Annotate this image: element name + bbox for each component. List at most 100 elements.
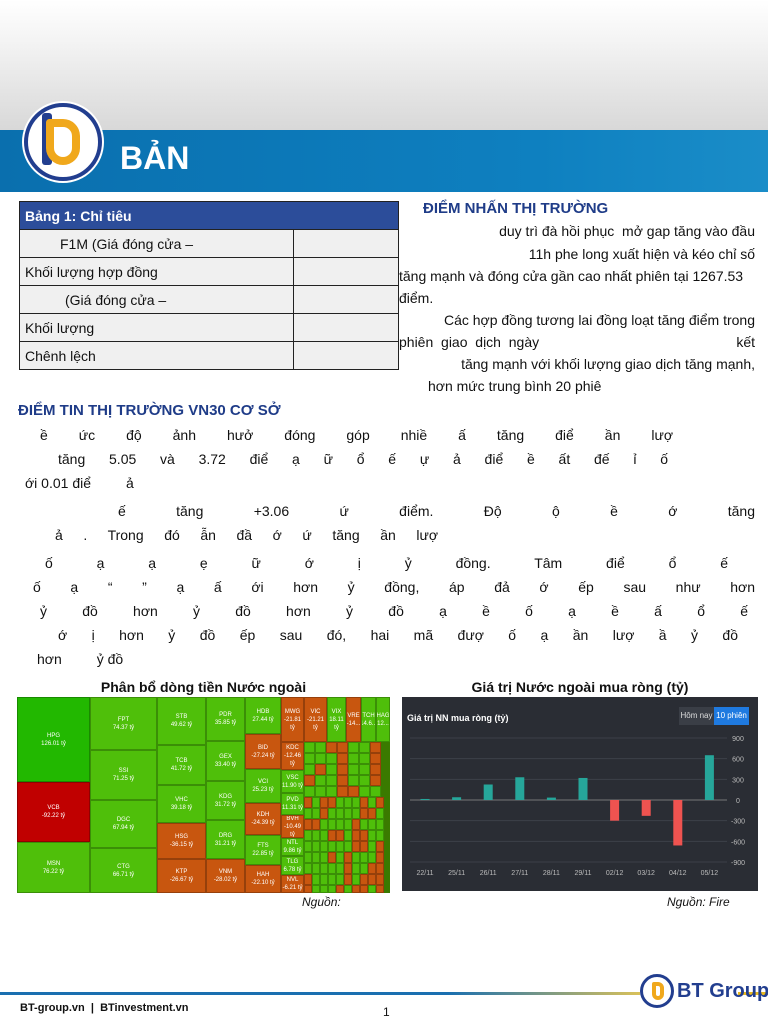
x-tick-label: 02/12 [606, 870, 624, 877]
treemap-small-tile [312, 885, 320, 893]
tab-hom-nay[interactable]: Hôm nay [679, 707, 714, 725]
treemap-small-tile [348, 742, 359, 753]
treemap-small-tile [304, 830, 312, 841]
footer-links[interactable]: BT-group.vn | BTinvestment.vn [20, 1002, 189, 1014]
treemap-small-tile [312, 819, 320, 830]
treemap-small-tile [312, 874, 320, 885]
treemap-small-tile [344, 874, 352, 885]
treemap-small-tile [336, 797, 344, 808]
table-cell: Chênh lệch [19, 341, 294, 370]
treemap-small-tile [337, 742, 348, 753]
bar-04/12 [673, 800, 683, 846]
treemap-small-tile [320, 808, 328, 819]
treemap-tile-ctg: CTG 66.71 tỷ [90, 848, 157, 893]
treemap-small-tile [336, 852, 344, 863]
treemap-small-tile [320, 852, 328, 863]
treemap-small-tile [359, 775, 370, 786]
treemap-small-tile [376, 841, 384, 852]
treemap-small-tile [376, 819, 384, 830]
treemap-small-tile [368, 808, 376, 819]
treemap-small-tile [315, 775, 326, 786]
treemap-small-tile [368, 885, 376, 893]
treemap-small-tile [376, 874, 384, 885]
treemap-small-tile [328, 808, 336, 819]
treemap-small-tile [320, 863, 328, 874]
text-line: Các hợp đồng tương lai đồng loạt tăng đi… [443, 312, 755, 328]
treemap-small-tile [337, 775, 348, 786]
treemap-tile-gex: GEX 33.40 tỷ [206, 741, 245, 781]
treemap-small-tile [352, 852, 360, 863]
treemap-tile-kdg: KDG 31.72 tỷ [206, 781, 245, 820]
bar-22/11 [420, 798, 430, 800]
y-tick-label: 600 [732, 757, 744, 764]
treemap-small-tile [359, 753, 370, 764]
treemap-small-tile [368, 863, 376, 874]
treemap-small-tile [368, 797, 376, 808]
treemap-small-tile [359, 786, 370, 797]
footer-divider-gold [738, 992, 768, 995]
table-cell: Khối lượng hợp đồng [19, 257, 294, 286]
treemap-tile-nvl: NVL -6.21 tỷ [281, 875, 304, 893]
treemap-small-tile [376, 852, 384, 863]
treemap-small-tile [352, 874, 360, 885]
treemap-small-tile [304, 819, 312, 830]
text-line: tăng mạnh với khối lượng giao dịch tăng … [461, 356, 755, 372]
treemap-small-tile [304, 808, 312, 819]
treemap-small-tile [312, 797, 320, 808]
treemap-small-tile [368, 874, 376, 885]
treemap-small-tile [304, 764, 315, 775]
treemap-tile-vix: VIX 18.11 tỷ [327, 697, 346, 742]
treemap-small-tile [326, 742, 337, 753]
text-line: ới 0.01 điể ả [25, 475, 134, 491]
treemap-small-tile [328, 863, 336, 874]
treemap-small-tile [312, 852, 320, 863]
bar-28/11 [546, 797, 556, 800]
treemap-small-tile [368, 830, 376, 841]
footer-logo: BT Group [640, 973, 768, 1009]
y-tick-label: -300 [731, 819, 745, 826]
treemap-small-tile [328, 874, 336, 885]
treemap-small-tile [304, 885, 312, 893]
y-tick-label: -900 [731, 860, 745, 867]
treemap-small-tile [337, 764, 348, 775]
treemap-small-tile [328, 819, 336, 830]
treemap-small-tile [326, 786, 337, 797]
treemap-small-tile [368, 852, 376, 863]
treemap-small-tile [344, 885, 352, 893]
treemap-small-tile [344, 830, 352, 841]
treemap-tile-tch: TCH14.6... [361, 697, 376, 742]
y-tick-label: 0 [736, 798, 740, 805]
treemap-tile-vre: VRE -14... [346, 697, 361, 742]
treemap-small-tile [304, 753, 315, 764]
bar-27/11 [515, 777, 525, 800]
treemap-tile-tcb: TCB 41.72 tỷ [157, 745, 206, 785]
bar-25/11 [452, 797, 462, 800]
treemap-small-tile [360, 885, 368, 893]
treemap-small-tile [376, 797, 384, 808]
netbuy-chart-panel: Giá trị NN mua ròng (tỷ) Hôm nay 10 phiê… [402, 697, 758, 891]
treemap-tile-vsc: VSC 11.90 tỷ [281, 770, 304, 793]
treemap-small-tile [336, 830, 344, 841]
treemap-small-tile [352, 885, 360, 893]
tab-10-phien[interactable]: 10 phiên [714, 707, 749, 725]
treemap-small-tile [352, 841, 360, 852]
treemap-tile-mwg: MWG -21.81 tỷ [281, 697, 304, 742]
treemap-small-tile [304, 863, 312, 874]
treemap-tile-fts: FTS 22.85 tỷ [245, 835, 281, 865]
x-tick-label: 05/12 [701, 870, 719, 877]
treemap-tile-pvd: PVD 11.31 tỷ [281, 793, 304, 815]
treemap-small-tile [336, 819, 344, 830]
treemap-small-tile [320, 874, 328, 885]
treemap-small-tile [352, 819, 360, 830]
treemap-small-tile [336, 874, 344, 885]
treemap-tile-hpg: HPG 126.01 tỷ [17, 697, 90, 782]
treemap-tile-hah: HAH -22.10 tỷ [245, 865, 281, 893]
vn30-heading: ĐIỂM TIN THỊ TRƯỜNG VN30 CƠ SỞ [18, 402, 281, 419]
table-header: Bảng 1: Chỉ tiêu [19, 201, 399, 230]
treemap-small-tile [344, 819, 352, 830]
text-line: ố ạ “ ” ạ ấ ới hơn ỷ đồng, áp đả ớ ếp sa… [33, 579, 755, 595]
treemap-small-tile [320, 819, 328, 830]
netbuy-title: Giá trị Nước ngoài mua ròng (tỷ) [471, 679, 689, 695]
x-tick-label: 28/11 [543, 870, 560, 877]
x-tick-label: 29/11 [575, 870, 592, 877]
